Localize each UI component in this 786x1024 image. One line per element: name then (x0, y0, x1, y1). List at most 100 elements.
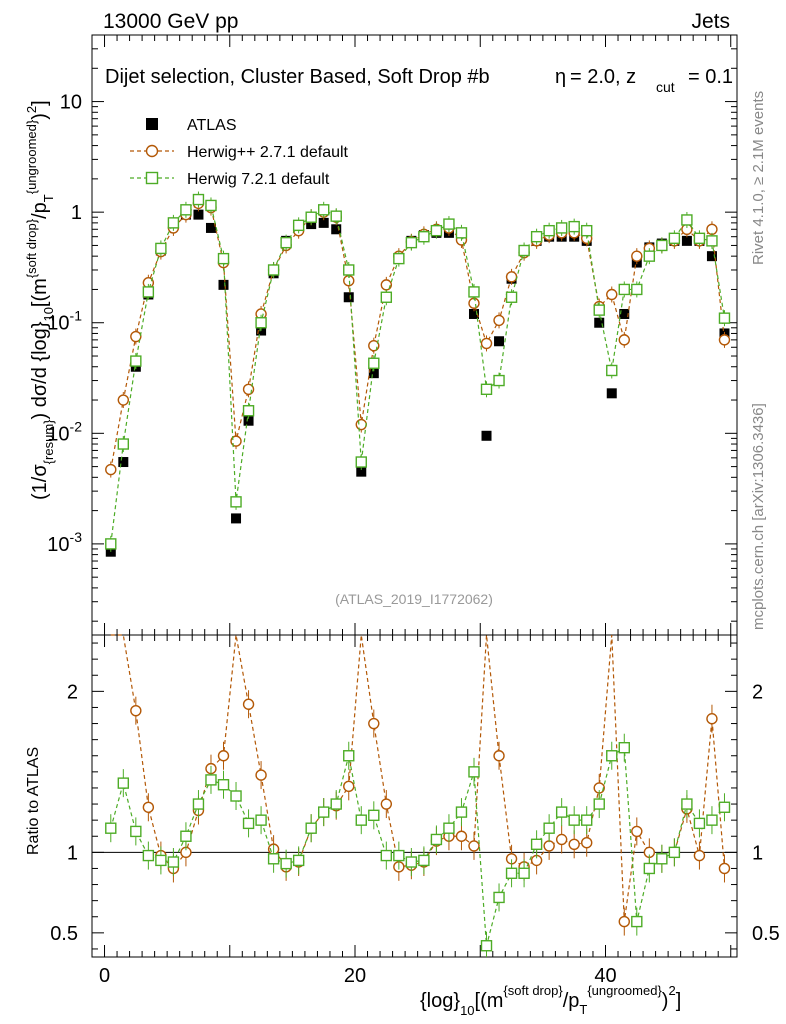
ratio-point-herwig-7-2-1-default (167, 856, 180, 868)
ratio-point-herwig-2-7-1-default (255, 769, 267, 781)
data-point-herwig-2-7-1-default (718, 334, 731, 346)
ratio-point-herwig-7-2-1-default (393, 849, 405, 862)
data-point-herwig-7-2-1-default (530, 230, 543, 243)
ratio-point-herwig-7-2-1-default (180, 830, 192, 842)
ratio-point-herwig-7-2-1-default (480, 940, 493, 952)
data-point-herwig-7-2-1-default (681, 214, 693, 226)
ratio-point-herwig-7-2-1-default (205, 774, 217, 786)
ratio-point-herwig-7-2-1-default (706, 814, 718, 826)
data-point-herwig-2-7-1-default (618, 334, 630, 346)
ratio-tick-label: 0.5 (50, 923, 78, 945)
plot-title: Dijet selection, Cluster Based, Soft Dro… (105, 66, 733, 95)
analysis-label: (ATLAS_2019_I1772062) (335, 591, 493, 607)
data-point-atlas (468, 308, 479, 319)
data-point-herwig-7-2-1-default (180, 204, 192, 216)
legend-label: ATLAS (187, 117, 237, 134)
data-point-herwig-7-2-1-default (292, 219, 305, 232)
ratio-point-herwig-2-7-1-default (130, 704, 142, 717)
ratio-point-herwig-7-2-1-default (718, 801, 731, 813)
legend-label: Herwig++ 2.7.1 default (187, 144, 349, 161)
data-point-atlas (481, 430, 492, 441)
ratio-point-herwig-7-2-1-default (155, 854, 167, 867)
data-point-herwig-2-7-1-default (117, 394, 130, 406)
ratio-point-herwig-2-7-1-default (468, 840, 480, 852)
ratio-point-herwig-2-7-1-default (217, 750, 230, 762)
data-point-herwig-7-2-1-default (468, 286, 480, 298)
ratio-point-herwig-7-2-1-default (355, 814, 367, 826)
ratio-point-herwig-2-7-1-default (568, 838, 580, 850)
legend-marker-herwig7 (145, 171, 159, 185)
data-point-herwig-7-2-1-default (217, 252, 230, 265)
data-point-atlas (193, 209, 204, 220)
data-point-atlas (681, 235, 692, 246)
title-sub: cut (656, 79, 675, 95)
data-point-herwig-7-2-1-default (343, 264, 355, 276)
data-point-herwig-7-2-1-default (518, 244, 530, 257)
data-point-herwig-7-2-1-default (205, 199, 217, 212)
ratio-tick-label: 1 (67, 842, 78, 864)
ratio-point-herwig-7-2-1-default (317, 806, 330, 818)
series-line-herwig-2-7-1-default (110, 202, 726, 470)
data-point-atlas (368, 368, 379, 379)
ratio-point-herwig-7-2-1-default (230, 790, 242, 802)
data-point-herwig-7-2-1-default (480, 383, 493, 396)
ratio-point-herwig-2-7-1-default (343, 780, 355, 793)
y-tick-label: 10-2 (47, 418, 82, 445)
ratio-point-herwig-7-2-1-default (305, 822, 317, 834)
data-point-herwig-7-2-1-default (192, 193, 205, 206)
x-tick-label: 0 (99, 965, 110, 987)
ratio-point-herwig-2-7-1-default (142, 801, 155, 813)
ratio-point-herwig-7-2-1-default (242, 817, 255, 830)
ratio-point-herwig-7-2-1-default (618, 742, 630, 754)
data-point-herwig-2-7-1-default (480, 337, 493, 350)
data-point-herwig-7-2-1-default (493, 374, 505, 387)
y-tick-label: 10-3 (47, 529, 82, 556)
ratio-point-herwig-2-7-1-default (718, 862, 731, 875)
ratio-point-herwig-2-7-1-default (493, 750, 505, 762)
ratio-point-herwig-7-2-1-default (217, 779, 230, 791)
ratio-point-herwig-2-7-1-default (242, 698, 255, 710)
data-point-herwig-7-2-1-default (105, 538, 117, 550)
x-tick-label: 40 (594, 965, 616, 987)
ratio-line-herwig-2-7-1-default (110, 634, 726, 922)
data-point-atlas (118, 457, 129, 468)
ratio-point-herwig-2-7-1-default (693, 849, 706, 862)
ratio-point-herwig-2-7-1-default (368, 717, 380, 730)
ratio-point-herwig-2-7-1-default (455, 830, 468, 842)
x-axis-label: {log}10[(m{soft drop}/pT{ungroomed})2] (420, 983, 681, 1018)
mcplots-label: mcplots.cern.ch [arXiv:1306.3436] (750, 403, 767, 630)
ratio-point-herwig-7-2-1-default (555, 806, 568, 818)
ratio-point-herwig-7-2-1-default (530, 838, 543, 850)
data-point-herwig-7-2-1-default (555, 222, 568, 234)
data-point-herwig-7-2-1-default (505, 291, 518, 303)
ratio-point-herwig-7-2-1-default (455, 806, 468, 818)
ratio-point-herwig-7-2-1-default (430, 833, 443, 846)
data-point-atlas (231, 513, 242, 524)
ratio-point-herwig-2-7-1-default (380, 798, 393, 810)
data-point-atlas (343, 292, 354, 303)
jets-label: Jets (691, 10, 730, 33)
ratio-point-herwig-2-7-1-default (543, 840, 555, 852)
data-point-herwig-7-2-1-default (430, 224, 443, 237)
ratio-point-herwig-7-2-1-default (343, 750, 355, 762)
data-point-herwig-7-2-1-default (355, 456, 367, 468)
data-point-atlas (331, 224, 342, 235)
ratio-point-herwig-7-2-1-default (681, 798, 693, 810)
ratio-point-herwig-2-7-1-default (631, 825, 643, 838)
axes-layer: 0 20 40 10-3 10-2 10-1 1 10 0.5 0.5 1 1 2 2 (47, 34, 780, 987)
ratio-point-herwig-7-2-1-default (668, 846, 681, 859)
series-line-herwig-7-2-1-default (110, 198, 726, 544)
title-text: Dijet selection, Cluster Based, Soft Dro… (105, 66, 490, 88)
ratio-point-herwig-7-2-1-default (267, 853, 280, 865)
rivet-version-label: Rivet 4.1.0, ≥ 2.1M events (750, 91, 767, 265)
data-point-herwig-7-2-1-default (656, 239, 668, 252)
data-point-herwig-2-7-1-default (355, 418, 367, 431)
data-point-atlas (205, 222, 216, 233)
data-point-herwig-7-2-1-default (593, 304, 605, 316)
ratio-point-herwig-7-2-1-default (380, 849, 393, 862)
data-point-herwig-2-7-1-default (631, 250, 643, 262)
ratio-point-herwig-2-7-1-default (618, 915, 630, 928)
data-point-atlas (243, 415, 254, 426)
data-point-herwig-7-2-1-default (230, 496, 242, 508)
ratio-point-herwig-7-2-1-default (468, 766, 480, 778)
